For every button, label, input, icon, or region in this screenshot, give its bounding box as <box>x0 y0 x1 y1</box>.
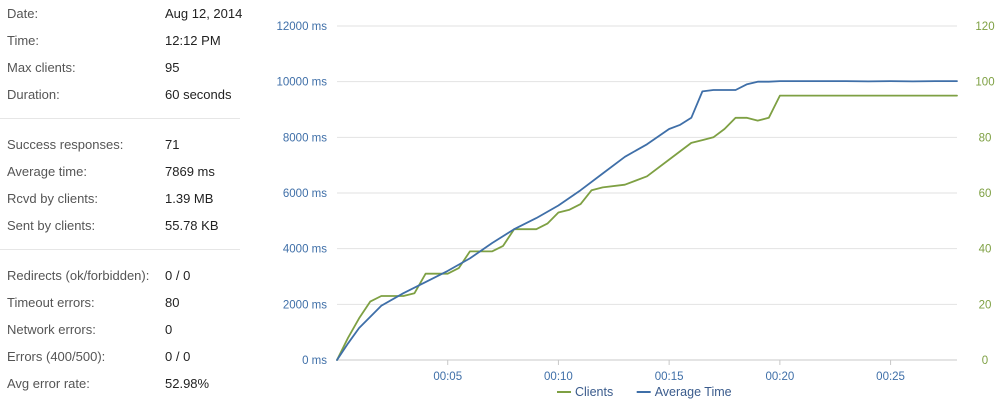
legend-label: Clients <box>575 385 613 399</box>
y-right-tick-label: 0 <box>982 355 988 367</box>
stat-row-duration: Duration: 60 seconds <box>0 81 248 108</box>
legend-label: Average Time <box>655 385 732 399</box>
stat-label: Avg error rate: <box>7 376 90 391</box>
stat-row-rcvd-by-clients: Rcvd by clients: 1.39 MB <box>0 185 248 212</box>
stat-label: Success responses: <box>7 137 124 152</box>
stat-value: 0 <box>165 322 173 337</box>
stat-value: 71 <box>165 137 180 152</box>
series-line-clients <box>336 94 958 361</box>
y-right-tick-label: 20 <box>979 299 992 311</box>
stat-value: 55.78 KB <box>165 218 219 233</box>
y-right-tick-label: 120 <box>975 21 994 33</box>
stat-label: Network errors: <box>7 322 96 337</box>
x-tick-label: 00:25 <box>876 371 905 383</box>
stat-row-sent-by-clients: Sent by clients: 55.78 KB <box>0 212 248 239</box>
y-left-tick-label: 4000 ms <box>283 244 327 256</box>
x-tick-label: 00:05 <box>433 371 462 383</box>
stat-row-avg-error-rate: Avg error rate: 52.98% <box>0 370 248 397</box>
y-left-tick-label: 8000 ms <box>283 132 327 144</box>
x-tick-label: 00:20 <box>765 371 794 383</box>
stat-label: Max clients: <box>7 60 76 75</box>
stat-value: 12:12 PM <box>165 33 221 48</box>
stat-row-max-clients: Max clients: 95 <box>0 54 248 81</box>
stat-label: Time: <box>7 33 40 48</box>
stat-value: 7869 ms <box>165 164 215 179</box>
stat-value: 52.98% <box>165 376 210 391</box>
stat-label: Errors (400/500): <box>7 349 106 364</box>
error-stats: Redirects (ok/forbidden): 0 / 0 Timeout … <box>0 262 248 397</box>
response-stats: Success responses: 71 Average time: 7869… <box>0 131 248 239</box>
series-line-average-time <box>336 80 958 361</box>
y-right-tick-label: 40 <box>979 244 992 256</box>
divider <box>0 118 240 119</box>
response-time-chart: 0 ms 2000 ms 4000 ms 6000 ms 8000 ms 10000 ms… <box>276 21 994 399</box>
stat-label: Average time: <box>7 164 87 179</box>
stat-value: Aug 12, 2014 <box>165 6 243 21</box>
stat-value: 95 <box>165 60 180 75</box>
stat-label: Rcvd by clients: <box>7 191 99 206</box>
stat-label: Timeout errors: <box>7 295 95 310</box>
y-left-tick-label: 6000 ms <box>283 188 327 200</box>
stat-value: 80 <box>165 295 180 310</box>
x-tick-label: 00:15 <box>655 371 684 383</box>
stat-value: 60 seconds <box>165 87 232 102</box>
stat-label: Date: <box>7 6 39 21</box>
stat-value: 1.39 MB <box>165 191 214 206</box>
general-stats: Date: Aug 12, 2014 Time: 12:12 PM Max cl… <box>0 0 248 108</box>
stat-value: 0 / 0 <box>165 349 191 364</box>
stat-row-errors-400-500: Errors (400/500): 0 / 0 <box>0 343 248 370</box>
y-left-tick-label: 0 ms <box>302 355 327 367</box>
stat-row-success-responses: Success responses: 71 <box>0 131 248 158</box>
x-tick-label: 00:10 <box>544 371 573 383</box>
y-left-tick-label: 2000 ms <box>283 299 327 311</box>
stat-row-date: Date: Aug 12, 2014 <box>0 0 248 27</box>
stat-label: Sent by clients: <box>7 218 96 233</box>
y-left-tick-label: 12000 ms <box>276 21 327 33</box>
stat-label: Duration: <box>7 87 60 102</box>
stat-row-time: Time: 12:12 PM <box>0 27 248 54</box>
y-right-tick-label: 80 <box>979 132 992 144</box>
divider <box>0 249 240 250</box>
stat-row-average-time: Average time: 7869 ms <box>0 158 248 185</box>
y-left-tick-label: 10000 ms <box>276 77 327 89</box>
stat-value: 0 / 0 <box>165 268 191 283</box>
stat-row-timeout-errors: Timeout errors: 80 <box>0 289 248 316</box>
y-right-tick-label: 100 <box>975 77 994 89</box>
stat-label: Redirects (ok/forbidden): <box>7 268 150 283</box>
y-right-tick-label: 60 <box>979 188 992 200</box>
stats-panel: Date: Aug 12, 2014 Time: 12:12 PM Max cl… <box>0 0 248 414</box>
stat-row-network-errors: Network errors: 0 <box>0 316 248 343</box>
stat-row-redirects: Redirects (ok/forbidden): 0 / 0 <box>0 262 248 289</box>
